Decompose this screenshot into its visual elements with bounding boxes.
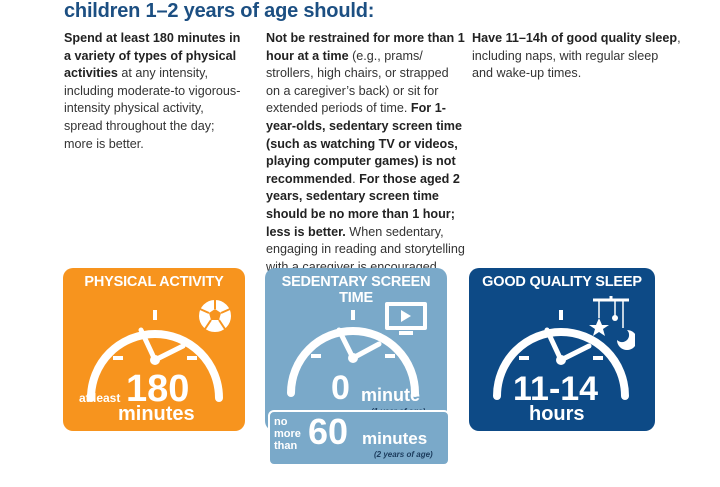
sedentary-guideline-bold-2: For 1-year-olds, sedentary screen time (…: [266, 101, 462, 186]
page-heading: children 1–2 years of age should:: [64, 0, 375, 22]
sedentary-two-year-card: no more than 60 minutes (2 years of age): [268, 410, 450, 466]
clock-icon: [493, 310, 629, 400]
soccer-ball-icon: [197, 298, 233, 334]
sedentary-title: SEDENTARY SCREEN TIME: [281, 274, 431, 306]
sedentary-guideline-bold-1: Not be restrained for more than 1 hour a…: [266, 31, 465, 63]
physical-guideline-text: at any intensity, including moderate-to …: [64, 66, 241, 151]
mobile-moon-star-icon: [589, 296, 635, 350]
physical-guideline-bold: Spend at least 180 minutes in a variety …: [64, 31, 241, 81]
sedentary-unit: minute: [361, 385, 421, 405]
physical-activity-card: PHYSICAL ACTIVITY at least 180 minutes: [63, 268, 245, 431]
sleep-unit: hours: [529, 403, 585, 425]
sleep-guideline-bold: Have 11–14h of good quality sleep: [472, 31, 678, 45]
sedentary-guideline: Not be restrained for more than 1 hour a…: [266, 30, 466, 276]
physical-value: 180: [126, 368, 190, 410]
sedentary-guideline-text-1: (e.g., prams/ strollers, high chairs, or…: [266, 48, 449, 116]
sedentary-sub-prefix: no more than: [274, 416, 301, 452]
sleep-value: 11-14: [513, 370, 599, 408]
physical-activity-guideline: Spend at least 180 minutes in a variety …: [64, 30, 244, 153]
sedentary-guideline-text-2: .: [352, 171, 360, 186]
sedentary-sub-note: (2 years of age): [374, 450, 433, 459]
clock-icon: [87, 310, 223, 402]
clock-icon: [287, 310, 419, 397]
sedentary-screen-time-card: SEDENTARY SCREEN TIME 0 minute (1 year o…: [265, 268, 447, 431]
sedentary-value: 0: [331, 369, 350, 407]
physical-activity-title: PHYSICAL ACTIVITY: [84, 274, 224, 290]
physical-unit: minutes: [118, 403, 195, 425]
sleep-guideline-text: , including naps, with regular sleep and…: [472, 31, 681, 81]
sedentary-guideline-bold-3: For those aged 2 years, sedentary screen…: [266, 171, 460, 239]
good-quality-sleep-card: GOOD QUALITY SLEEP 11-14 hours: [469, 268, 655, 431]
sedentary-sub-unit: minutes: [362, 429, 428, 448]
screen-play-icon: [385, 302, 427, 335]
sleep-title: GOOD QUALITY SLEEP: [482, 274, 642, 290]
sedentary-sub-value: 60: [308, 411, 349, 452]
physical-prefix: at least: [79, 391, 121, 405]
sleep-guideline: Have 11–14h of good quality sleep, inclu…: [472, 30, 682, 83]
